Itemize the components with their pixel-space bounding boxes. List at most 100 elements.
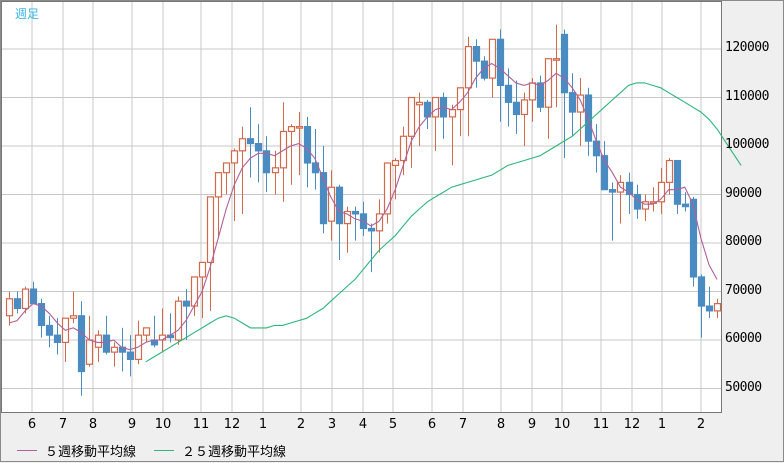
candle	[5, 291, 14, 326]
candle	[464, 36, 473, 137]
candle	[271, 150, 280, 195]
x-tick-label: 2	[296, 417, 306, 432]
x-tick-label: 7	[458, 417, 468, 432]
candle	[560, 29, 569, 159]
x-tick-label: 11	[592, 417, 610, 432]
x-tick-label: 1	[258, 417, 268, 432]
candle	[431, 96, 440, 151]
candle	[13, 291, 22, 314]
candle	[37, 298, 46, 338]
candle	[222, 162, 231, 195]
candle	[657, 167, 666, 214]
candle	[488, 38, 497, 98]
x-tick-label: 6	[427, 417, 437, 432]
ma5-swatch-icon	[17, 450, 37, 451]
ma25-line	[145, 82, 742, 363]
candle	[681, 192, 690, 212]
plot-area	[1, 1, 722, 413]
legend-label-ma25: ２５週移動平均線	[182, 445, 287, 460]
legend-label-ma5: ５週移動平均線	[45, 445, 137, 460]
candle	[246, 107, 255, 178]
candle	[375, 199, 384, 253]
y-tick-label: 50000	[725, 379, 762, 395]
candle	[77, 301, 86, 396]
candle	[448, 104, 457, 166]
x-tick-label: 10	[154, 417, 172, 432]
candle	[279, 102, 288, 202]
candle	[697, 274, 706, 338]
candle	[552, 24, 561, 108]
candle	[118, 327, 127, 372]
candle	[544, 58, 553, 139]
candle	[319, 146, 328, 234]
legend-item-ma25: ２５週移動平均線	[154, 441, 286, 460]
x-tick-label: 9	[127, 417, 137, 432]
candle	[45, 315, 54, 348]
candle	[150, 315, 159, 348]
x-tick-label: 5	[388, 417, 398, 432]
candle	[53, 318, 62, 355]
candle	[182, 289, 191, 340]
x-tick-label: 8	[496, 417, 506, 432]
x-tick-label: 2	[696, 417, 706, 432]
candle	[126, 335, 135, 377]
candle	[29, 281, 38, 305]
y-tick-label: 60000	[725, 331, 762, 346]
y-tick-label: 90000	[725, 185, 762, 201]
x-tick-label: 1	[657, 417, 667, 432]
candle	[158, 308, 167, 353]
candle	[327, 170, 336, 241]
y-tick-label: 80000	[725, 234, 762, 249]
x-tick-label: 12	[223, 417, 241, 432]
candle	[206, 196, 215, 311]
x-tick-label: 8	[88, 417, 98, 432]
candle	[407, 96, 416, 168]
candle	[439, 92, 448, 139]
candle	[110, 342, 119, 367]
candle	[600, 141, 609, 191]
ma25-swatch-icon	[154, 450, 175, 451]
x-tick-label: 11	[192, 417, 210, 432]
x-tick-label: 10	[553, 417, 571, 432]
candle	[496, 29, 505, 122]
candle	[649, 187, 658, 212]
candle	[166, 313, 175, 343]
candle	[705, 286, 714, 319]
candle	[21, 286, 30, 314]
candle	[536, 75, 545, 113]
candle	[504, 68, 513, 127]
candle	[238, 126, 247, 214]
x-tick-label: 7	[58, 417, 68, 432]
candle	[85, 315, 94, 367]
candle	[174, 296, 183, 345]
candle	[472, 39, 481, 88]
candle	[576, 78, 585, 146]
candle	[456, 87, 465, 137]
candle	[391, 158, 400, 200]
candle	[367, 223, 376, 273]
x-tick-label: 4	[358, 417, 368, 432]
candle	[641, 194, 650, 222]
candle	[287, 124, 296, 185]
x-tick-label: 12	[623, 417, 641, 432]
candle	[520, 92, 529, 146]
candle	[142, 327, 151, 343]
candle	[94, 330, 103, 362]
candle	[673, 159, 682, 214]
chart-title: 週足	[15, 7, 40, 21]
x-tick-label: 3	[327, 417, 337, 432]
candle	[568, 73, 577, 137]
candle	[608, 182, 617, 241]
candle	[69, 291, 78, 324]
ma5-line	[8, 62, 718, 351]
candle	[134, 320, 143, 365]
candle	[214, 172, 223, 239]
legend: ５週移動平均線 ２５週移動平均線	[17, 441, 304, 460]
legend-item-ma5: ５週移動平均線	[17, 441, 136, 460]
candle	[713, 298, 722, 319]
candle	[528, 78, 537, 122]
candle	[262, 136, 271, 193]
candle	[592, 124, 601, 173]
